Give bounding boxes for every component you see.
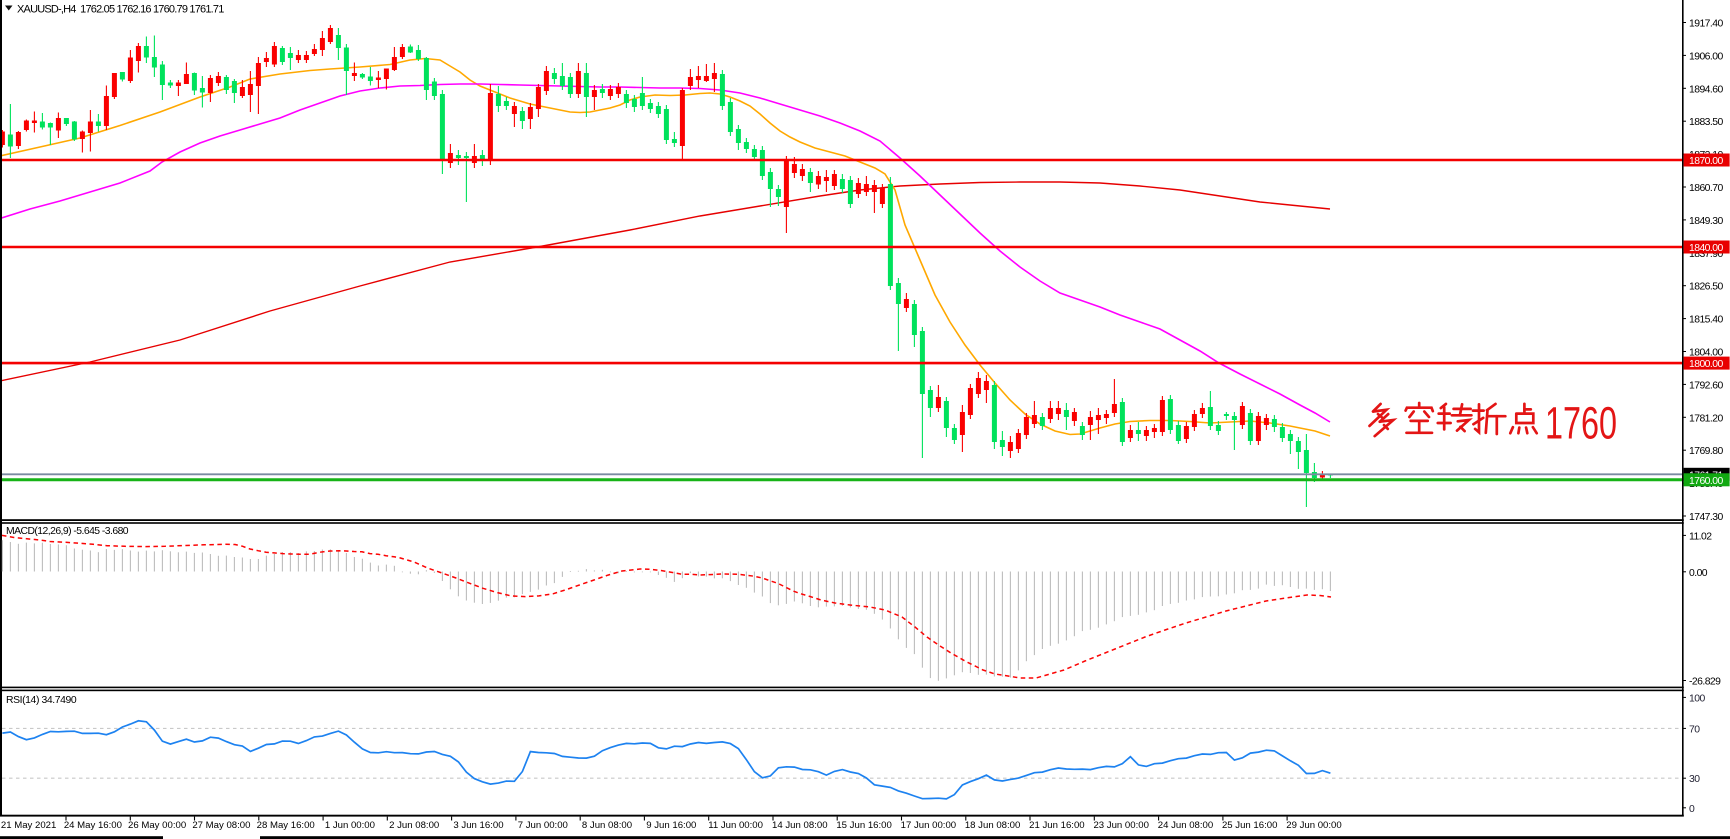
- svg-text:28 May 16:00: 28 May 16:00: [257, 820, 315, 831]
- svg-text:-26.829: -26.829: [1689, 677, 1721, 688]
- svg-text:15 Jun 16:00: 15 Jun 16:00: [836, 820, 891, 831]
- svg-text:2 Jun 08:00: 2 Jun 08:00: [389, 820, 439, 831]
- svg-text:11 Jun 00:00: 11 Jun 00:00: [708, 820, 763, 831]
- svg-text:1917.40: 1917.40: [1689, 19, 1723, 30]
- svg-text:23 Jun 00:00: 23 Jun 00:00: [1093, 820, 1148, 831]
- svg-text:11.02: 11.02: [1689, 531, 1712, 542]
- svg-text:21 Jun 16:00: 21 Jun 16:00: [1029, 820, 1084, 831]
- svg-text:29 Jun 00:00: 29 Jun 00:00: [1286, 820, 1341, 831]
- svg-text:70: 70: [1689, 724, 1700, 735]
- svg-text:MACD(12,26,9) -5.645 -3.680: MACD(12,26,9) -5.645 -3.680: [6, 526, 129, 537]
- svg-text:0.00: 0.00: [1689, 568, 1708, 579]
- svg-text:3 Jun 16:00: 3 Jun 16:00: [453, 820, 503, 831]
- svg-text:1815.40: 1815.40: [1689, 315, 1723, 326]
- svg-text:9 Jun 16:00: 9 Jun 16:00: [646, 820, 696, 831]
- svg-text:1870.00: 1870.00: [1689, 156, 1723, 167]
- svg-text:7 Jun 00:00: 7 Jun 00:00: [518, 820, 568, 831]
- svg-text:1792.60: 1792.60: [1689, 380, 1723, 391]
- svg-text:1894.60: 1894.60: [1689, 84, 1723, 95]
- svg-text:1760.00: 1760.00: [1689, 476, 1723, 487]
- svg-text:100: 100: [1689, 693, 1705, 704]
- svg-text:24 May 16:00: 24 May 16:00: [64, 820, 122, 831]
- svg-text:RSI(14) 34.7490: RSI(14) 34.7490: [6, 695, 77, 706]
- svg-text:18 Jun 08:00: 18 Jun 08:00: [965, 820, 1020, 831]
- svg-text:1800.00: 1800.00: [1689, 359, 1723, 370]
- svg-text:1760: 1760: [1545, 398, 1617, 449]
- svg-text:27 May 08:00: 27 May 08:00: [192, 820, 250, 831]
- svg-text:1860.70: 1860.70: [1689, 183, 1723, 194]
- svg-text:1769.80: 1769.80: [1689, 446, 1723, 457]
- svg-text:17 Jun 00:00: 17 Jun 00:00: [901, 820, 956, 831]
- svg-text:24 Jun 08:00: 24 Jun 08:00: [1158, 820, 1213, 831]
- svg-text:1804.00: 1804.00: [1689, 348, 1723, 359]
- svg-text:25 Jun 16:00: 25 Jun 16:00: [1222, 820, 1277, 831]
- svg-text:0: 0: [1689, 804, 1695, 815]
- svg-text:1781.20: 1781.20: [1689, 413, 1723, 424]
- svg-text:1849.30: 1849.30: [1689, 216, 1723, 227]
- svg-text:1 Jun 00:00: 1 Jun 00:00: [325, 820, 375, 831]
- svg-text:26 May 00:00: 26 May 00:00: [128, 820, 186, 831]
- svg-text:21 May 2021: 21 May 2021: [1, 820, 56, 831]
- svg-text:30: 30: [1689, 774, 1700, 785]
- svg-text:1747.30: 1747.30: [1689, 512, 1723, 523]
- svg-text:XAUUSD-,H4 1762.05 1762.16 17: XAUUSD-,H4 1762.05 1762.16 1760.79 1761.…: [17, 4, 224, 16]
- svg-text:1883.50: 1883.50: [1689, 117, 1723, 128]
- svg-text:1826.50: 1826.50: [1689, 282, 1723, 293]
- svg-text:1906.00: 1906.00: [1689, 51, 1723, 62]
- svg-text:14 Jun 08:00: 14 Jun 08:00: [772, 820, 827, 831]
- svg-text:1837.90: 1837.90: [1689, 249, 1723, 260]
- svg-text:8 Jun 08:00: 8 Jun 08:00: [582, 820, 632, 831]
- svg-text:1840.00: 1840.00: [1689, 243, 1723, 254]
